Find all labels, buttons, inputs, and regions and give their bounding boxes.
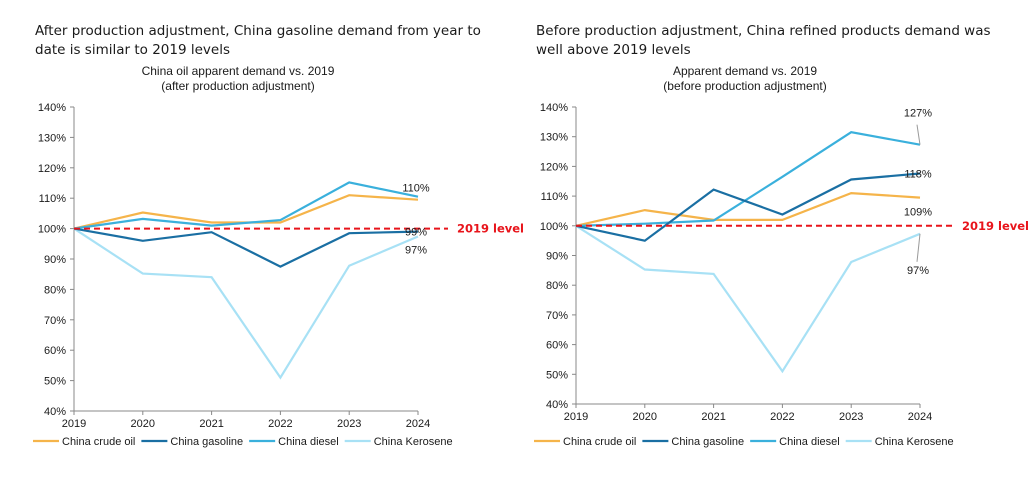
y-tick-label: 50% [44,376,66,388]
y-tick-label: 130% [540,132,568,144]
y-tick-label: 90% [44,254,66,266]
x-tick-label: 2019 [62,418,86,430]
data-label-diesel: 110% [402,183,430,195]
series-line-diesel [575,131,921,227]
y-tick-label: 100% [540,221,568,233]
series-line-gasoline [575,172,921,242]
y-tick-label: 50% [546,369,568,381]
x-tick-label: 2024 [406,418,430,430]
series-line-diesel [73,181,419,230]
annotation-leader [916,233,921,262]
y-tick-label: 80% [546,280,568,292]
y-tick-label: 140% [540,102,568,114]
y-tick-label: 120% [38,163,66,175]
legend-label-diesel: China diesel [278,436,339,448]
data-label-crude: 109% [904,207,932,219]
legend-label-diesel: China diesel [779,436,840,448]
reference-line-label: 2019 level [457,222,524,236]
y-tick-label: 140% [38,102,66,114]
data-label-diesel: 127% [904,108,932,120]
y-tick-label: 110% [39,193,67,205]
x-tick-label: 2020 [131,418,155,430]
chart-title: China oil apparent demand vs. 2019 [142,64,335,78]
legend-label-gasoline: China gasoline [671,436,744,448]
legend-label-kerosene: China Kerosene [374,436,453,448]
x-tick-label: 2022 [770,411,794,423]
data-label-gasoline: 118% [904,169,932,181]
legend-label-crude: China crude oil [563,436,636,448]
y-tick-label: 70% [44,315,66,327]
x-tick-label: 2024 [908,411,932,423]
headline-right: Before production adjustment, China refi… [536,23,991,58]
x-tick-label: 2022 [268,418,292,430]
data-label-kerosene: 97% [405,245,427,257]
y-tick-label: 90% [546,251,568,263]
series-line-gasoline [73,227,419,268]
y-tick-label: 70% [546,310,568,322]
chart-subtitle: (before production adjustment) [663,79,826,93]
x-tick-label: 2021 [701,411,725,423]
y-tick-label: 40% [44,406,66,418]
legend-label-gasoline: China gasoline [170,436,243,448]
headline-left: After production adjustment, China gasol… [35,23,481,58]
chart-right: Apparent demand vs. 2019 (before product… [534,64,1029,448]
y-tick-label: 80% [44,284,66,296]
series-line-crude [575,191,921,227]
chart-title: Apparent demand vs. 2019 [673,64,817,78]
y-tick-label: 40% [546,399,568,411]
chart-left: China oil apparent demand vs. 2019 (afte… [33,64,524,448]
series-line-kerosene [73,227,419,380]
y-tick-label: 130% [38,132,66,144]
y-tick-label: 60% [546,340,568,352]
x-tick-label: 2021 [199,418,223,430]
chart-subtitle: (after production adjustment) [161,79,314,93]
y-tick-label: 60% [44,345,66,357]
y-tick-label: 100% [38,224,66,236]
annotation-leader [916,124,921,145]
y-tick-label: 120% [540,161,568,173]
x-tick-label: 2019 [564,411,588,423]
reference-line-label: 2019 level [962,219,1029,233]
x-tick-label: 2023 [337,418,361,430]
data-label-kerosene: 97% [907,265,929,277]
legend-label-kerosene: China Kerosene [875,436,954,448]
legend-label-crude: China crude oil [62,436,135,448]
data-label-gasoline: 99% [405,227,427,239]
x-tick-label: 2020 [633,411,657,423]
x-tick-label: 2023 [839,411,863,423]
series-line-kerosene [575,224,921,374]
y-tick-label: 110% [541,191,569,203]
